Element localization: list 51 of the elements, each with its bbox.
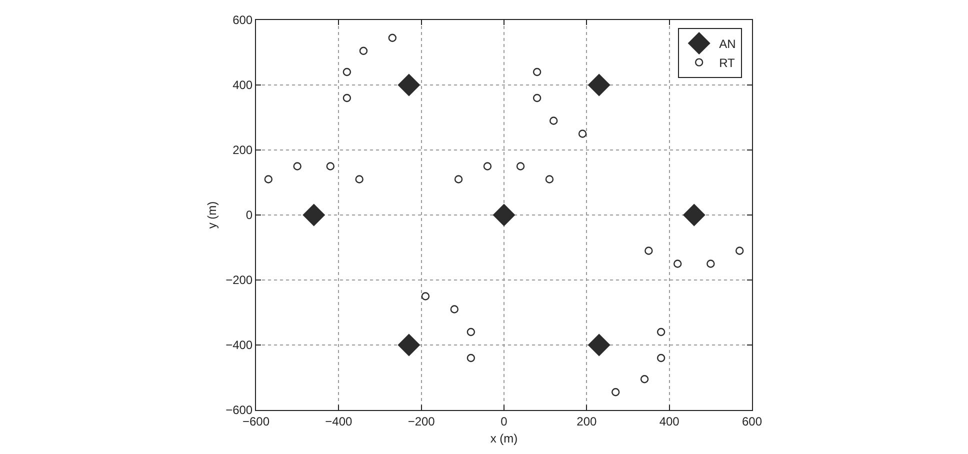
point: [493, 204, 515, 226]
x-tick-label: 200: [576, 414, 597, 428]
point: [359, 46, 368, 55]
point: [588, 334, 610, 356]
x-axis-title: x (m): [490, 431, 518, 446]
point: [532, 68, 542, 76]
point: [516, 162, 525, 170]
legend-label: AN: [719, 36, 736, 51]
point: [293, 162, 302, 170]
y-tick-label: 200: [232, 143, 253, 158]
legend-label: RT: [719, 56, 736, 70]
point: [302, 204, 325, 226]
y-axis-title: y (m): [204, 201, 219, 229]
point: [264, 175, 272, 184]
point: [388, 34, 396, 42]
point: [450, 305, 458, 314]
point: [656, 354, 666, 362]
point: [736, 246, 744, 255]
point: [398, 74, 420, 96]
y-tick-label: 600: [232, 13, 253, 28]
point: [326, 162, 334, 170]
point: [342, 94, 352, 102]
y-tick-label: 0: [246, 208, 253, 222]
point: [683, 204, 706, 226]
point: [466, 328, 476, 336]
point: [674, 260, 682, 268]
x-tick-label: −200: [408, 414, 436, 428]
point: [545, 175, 554, 184]
x-tick-label: 400: [659, 414, 680, 428]
point: [706, 260, 715, 268]
y-tick-label: −200: [226, 273, 253, 288]
point: [588, 74, 610, 96]
point: [421, 292, 430, 300]
point: [466, 354, 476, 362]
x-tick-label: 0: [500, 414, 508, 428]
point: [656, 328, 666, 336]
point: [640, 375, 649, 384]
point: [342, 68, 352, 76]
y-tick-label: −400: [226, 338, 253, 352]
point: [355, 175, 364, 184]
x-tick-label: 600: [742, 414, 762, 428]
y-tick-label: 400: [232, 78, 253, 92]
point: [532, 94, 542, 102]
point: [398, 334, 420, 356]
point: [644, 246, 653, 255]
point: [483, 162, 492, 170]
x-tick-label: −400: [325, 414, 353, 428]
point: [612, 388, 620, 396]
point: [454, 175, 463, 184]
point: [578, 130, 587, 138]
point: [550, 116, 558, 125]
